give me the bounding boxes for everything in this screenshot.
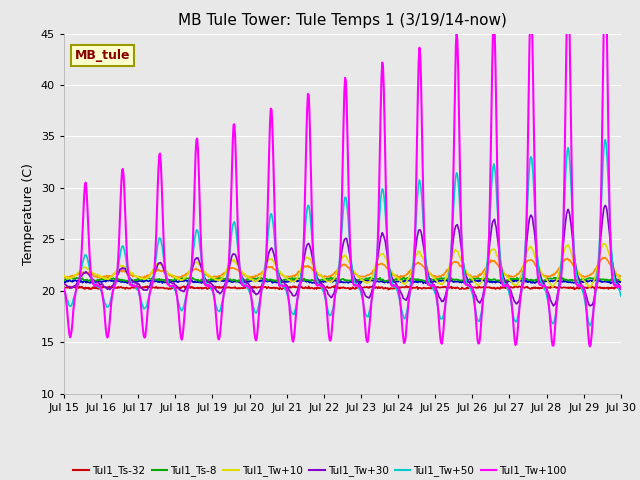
Tul1_Ts-16 [595,277,602,283]
Line: Tul1_Ts-16: Tul1_Ts-16 [64,280,621,283]
Tul1_Tw+50 [214,308,221,313]
Tul1_Ts-8 [275,279,282,285]
Tul1_Ts-16 [410,278,418,284]
Tul1_Tw+50 [426,281,434,287]
Tul1_Ts-8 [185,276,193,281]
Tul1_Ts-16 [419,280,427,286]
Tul1_Tw+50 [70,294,78,300]
Tul1_Ts-8 [214,275,222,281]
Line: Tul1_Tw+50: Tul1_Tw+50 [64,140,621,326]
Tul1_Ts-32 [127,285,135,290]
Tul1_Ts0 [214,274,222,279]
Tul1_Tw+10 [549,284,557,290]
Tul1_Ts-8 [105,275,113,280]
Tul1_Tw+50 [127,280,135,286]
Line: Tul1_Ts-8: Tul1_Ts-8 [64,277,621,282]
Tul1_Tw+100 [60,286,68,292]
Tul1_Ts0 [602,254,609,260]
Tul1_Ts-8 [60,278,68,284]
Tul1_Ts-32 [60,284,68,289]
Tul1_Tw+10 [600,241,607,247]
Tul1_Tw+50 [184,286,192,291]
Tul1_Ts-8 [412,277,419,283]
Tul1_Tw+50 [586,323,594,329]
Tul1_Tw+100 [410,259,418,265]
Tul1_Tw+50 [410,251,418,256]
Text: MB_tule: MB_tule [75,49,131,62]
Tul1_Tw+10 [70,273,78,279]
Line: Tul1_Tw+30: Tul1_Tw+30 [64,205,621,306]
Legend: Tul1_Ts-32, Tul1_Ts-16, Tul1_Ts-8, Tul1_Ts0, Tul1_Tw+10, Tul1_Tw+30, Tul1_Tw+50,: Tul1_Ts-32, Tul1_Ts-16, Tul1_Ts-8, Tul1_… [69,461,571,480]
Line: Tul1_Tw+10: Tul1_Tw+10 [64,244,621,287]
Tul1_Ts-16 [214,278,221,284]
Tul1_Ts-32 [70,285,78,290]
Tul1_Tw+30 [602,203,609,208]
Line: Tul1_Ts-32: Tul1_Ts-32 [64,286,621,289]
Tul1_Ts-16 [70,278,78,284]
Tul1_Ts-16 [428,280,435,286]
Tul1_Ts0 [617,274,625,279]
Tul1_Ts-16 [184,278,192,284]
Tul1_Tw+30 [214,289,221,295]
Tul1_Ts-16 [60,279,68,285]
Tul1_Ts0 [65,275,72,281]
Tul1_Tw+100 [586,344,594,349]
Tul1_Ts-32 [214,284,221,289]
Tul1_Tw+100 [127,283,135,288]
Tul1_Tw+30 [617,285,625,291]
Tul1_Tw+100 [214,329,221,335]
Tul1_Ts-32 [617,284,625,290]
Tul1_Ts0 [60,274,68,280]
Tul1_Tw+100 [426,283,434,289]
Y-axis label: Temperature (C): Temperature (C) [22,163,35,264]
Tul1_Ts0 [411,262,419,268]
Tul1_Ts-32 [412,285,419,291]
Tul1_Tw+10 [410,258,418,264]
Tul1_Tw+30 [550,303,557,309]
Tul1_Ts0 [71,273,79,278]
Tul1_Ts0 [428,271,435,277]
Tul1_Ts-16 [127,280,135,286]
Tul1_Ts0 [185,269,193,275]
Line: Tul1_Ts0: Tul1_Ts0 [64,257,621,278]
Tul1_Ts-32 [385,287,392,292]
Tul1_Ts-32 [428,285,436,290]
Tul1_Tw+10 [617,277,625,283]
Tul1_Tw+30 [60,281,68,287]
Tul1_Tw+10 [426,271,434,277]
Tul1_Tw+50 [602,137,609,143]
Tul1_Tw+30 [426,276,434,282]
Tul1_Tw+10 [127,271,135,277]
Tul1_Tw+100 [70,301,78,307]
Title: MB Tule Tower: Tule Temps 1 (3/19/14-now): MB Tule Tower: Tule Temps 1 (3/19/14-now… [178,13,507,28]
Tul1_Tw+10 [184,271,192,276]
Tul1_Ts0 [128,272,136,278]
Tul1_Ts-8 [617,277,625,283]
Tul1_Tw+30 [410,258,418,264]
Tul1_Ts-8 [428,277,436,283]
Tul1_Ts-8 [70,276,78,281]
Tul1_Ts-16 [617,279,625,285]
Tul1_Tw+10 [214,277,221,283]
Tul1_Tw+100 [184,285,192,291]
Tul1_Tw+50 [60,288,68,294]
Tul1_Ts-32 [332,283,339,288]
Tul1_Ts-8 [128,277,136,283]
Tul1_Tw+30 [127,276,135,282]
Tul1_Tw+30 [184,281,192,287]
Tul1_Tw+10 [60,273,68,278]
Tul1_Tw+30 [70,284,78,289]
Tul1_Tw+100 [617,286,625,292]
Line: Tul1_Tw+100: Tul1_Tw+100 [64,0,621,347]
Tul1_Ts-32 [184,285,192,290]
Tul1_Tw+50 [617,293,625,299]
